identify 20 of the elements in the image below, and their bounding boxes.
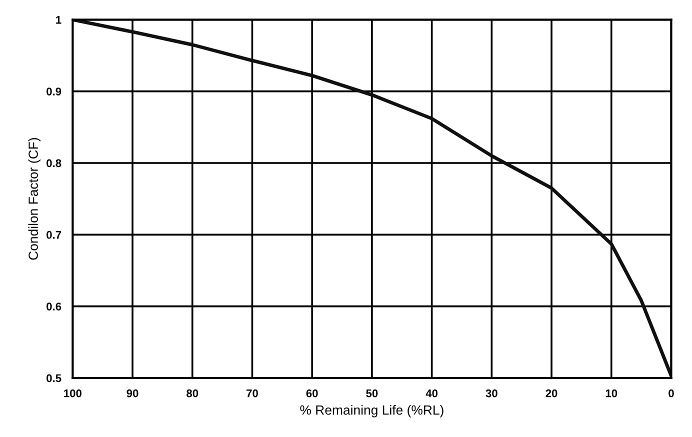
y-tick-label: 1 <box>56 16 62 24</box>
x-tick-label: 60 <box>306 389 318 398</box>
x-tick-label: 90 <box>126 389 138 398</box>
y-tick-label: 0.5 <box>46 374 62 382</box>
x-tick-label: 80 <box>186 389 198 398</box>
line-series <box>72 20 672 378</box>
x-axis-title: % Remaining Life (%RL) <box>300 405 444 418</box>
y-tick-label: 0.6 <box>46 302 62 310</box>
x-tick-label: 50 <box>366 389 378 398</box>
y-tick-label: 0.7 <box>46 230 62 239</box>
x-tick-label: 0 <box>668 389 674 398</box>
x-tick-label: 30 <box>486 389 498 398</box>
x-tick-label: 20 <box>546 389 558 398</box>
x-tick-label: 40 <box>426 389 438 398</box>
y-tick-label: 0.9 <box>46 88 62 96</box>
x-tick-label: 100 <box>64 389 82 398</box>
y-tick-label: 0.8 <box>46 159 62 168</box>
x-tick-label: 10 <box>606 389 618 398</box>
x-tick-label: 70 <box>246 389 258 398</box>
y-axis-title: Condilon Factor (CF) <box>28 138 41 260</box>
